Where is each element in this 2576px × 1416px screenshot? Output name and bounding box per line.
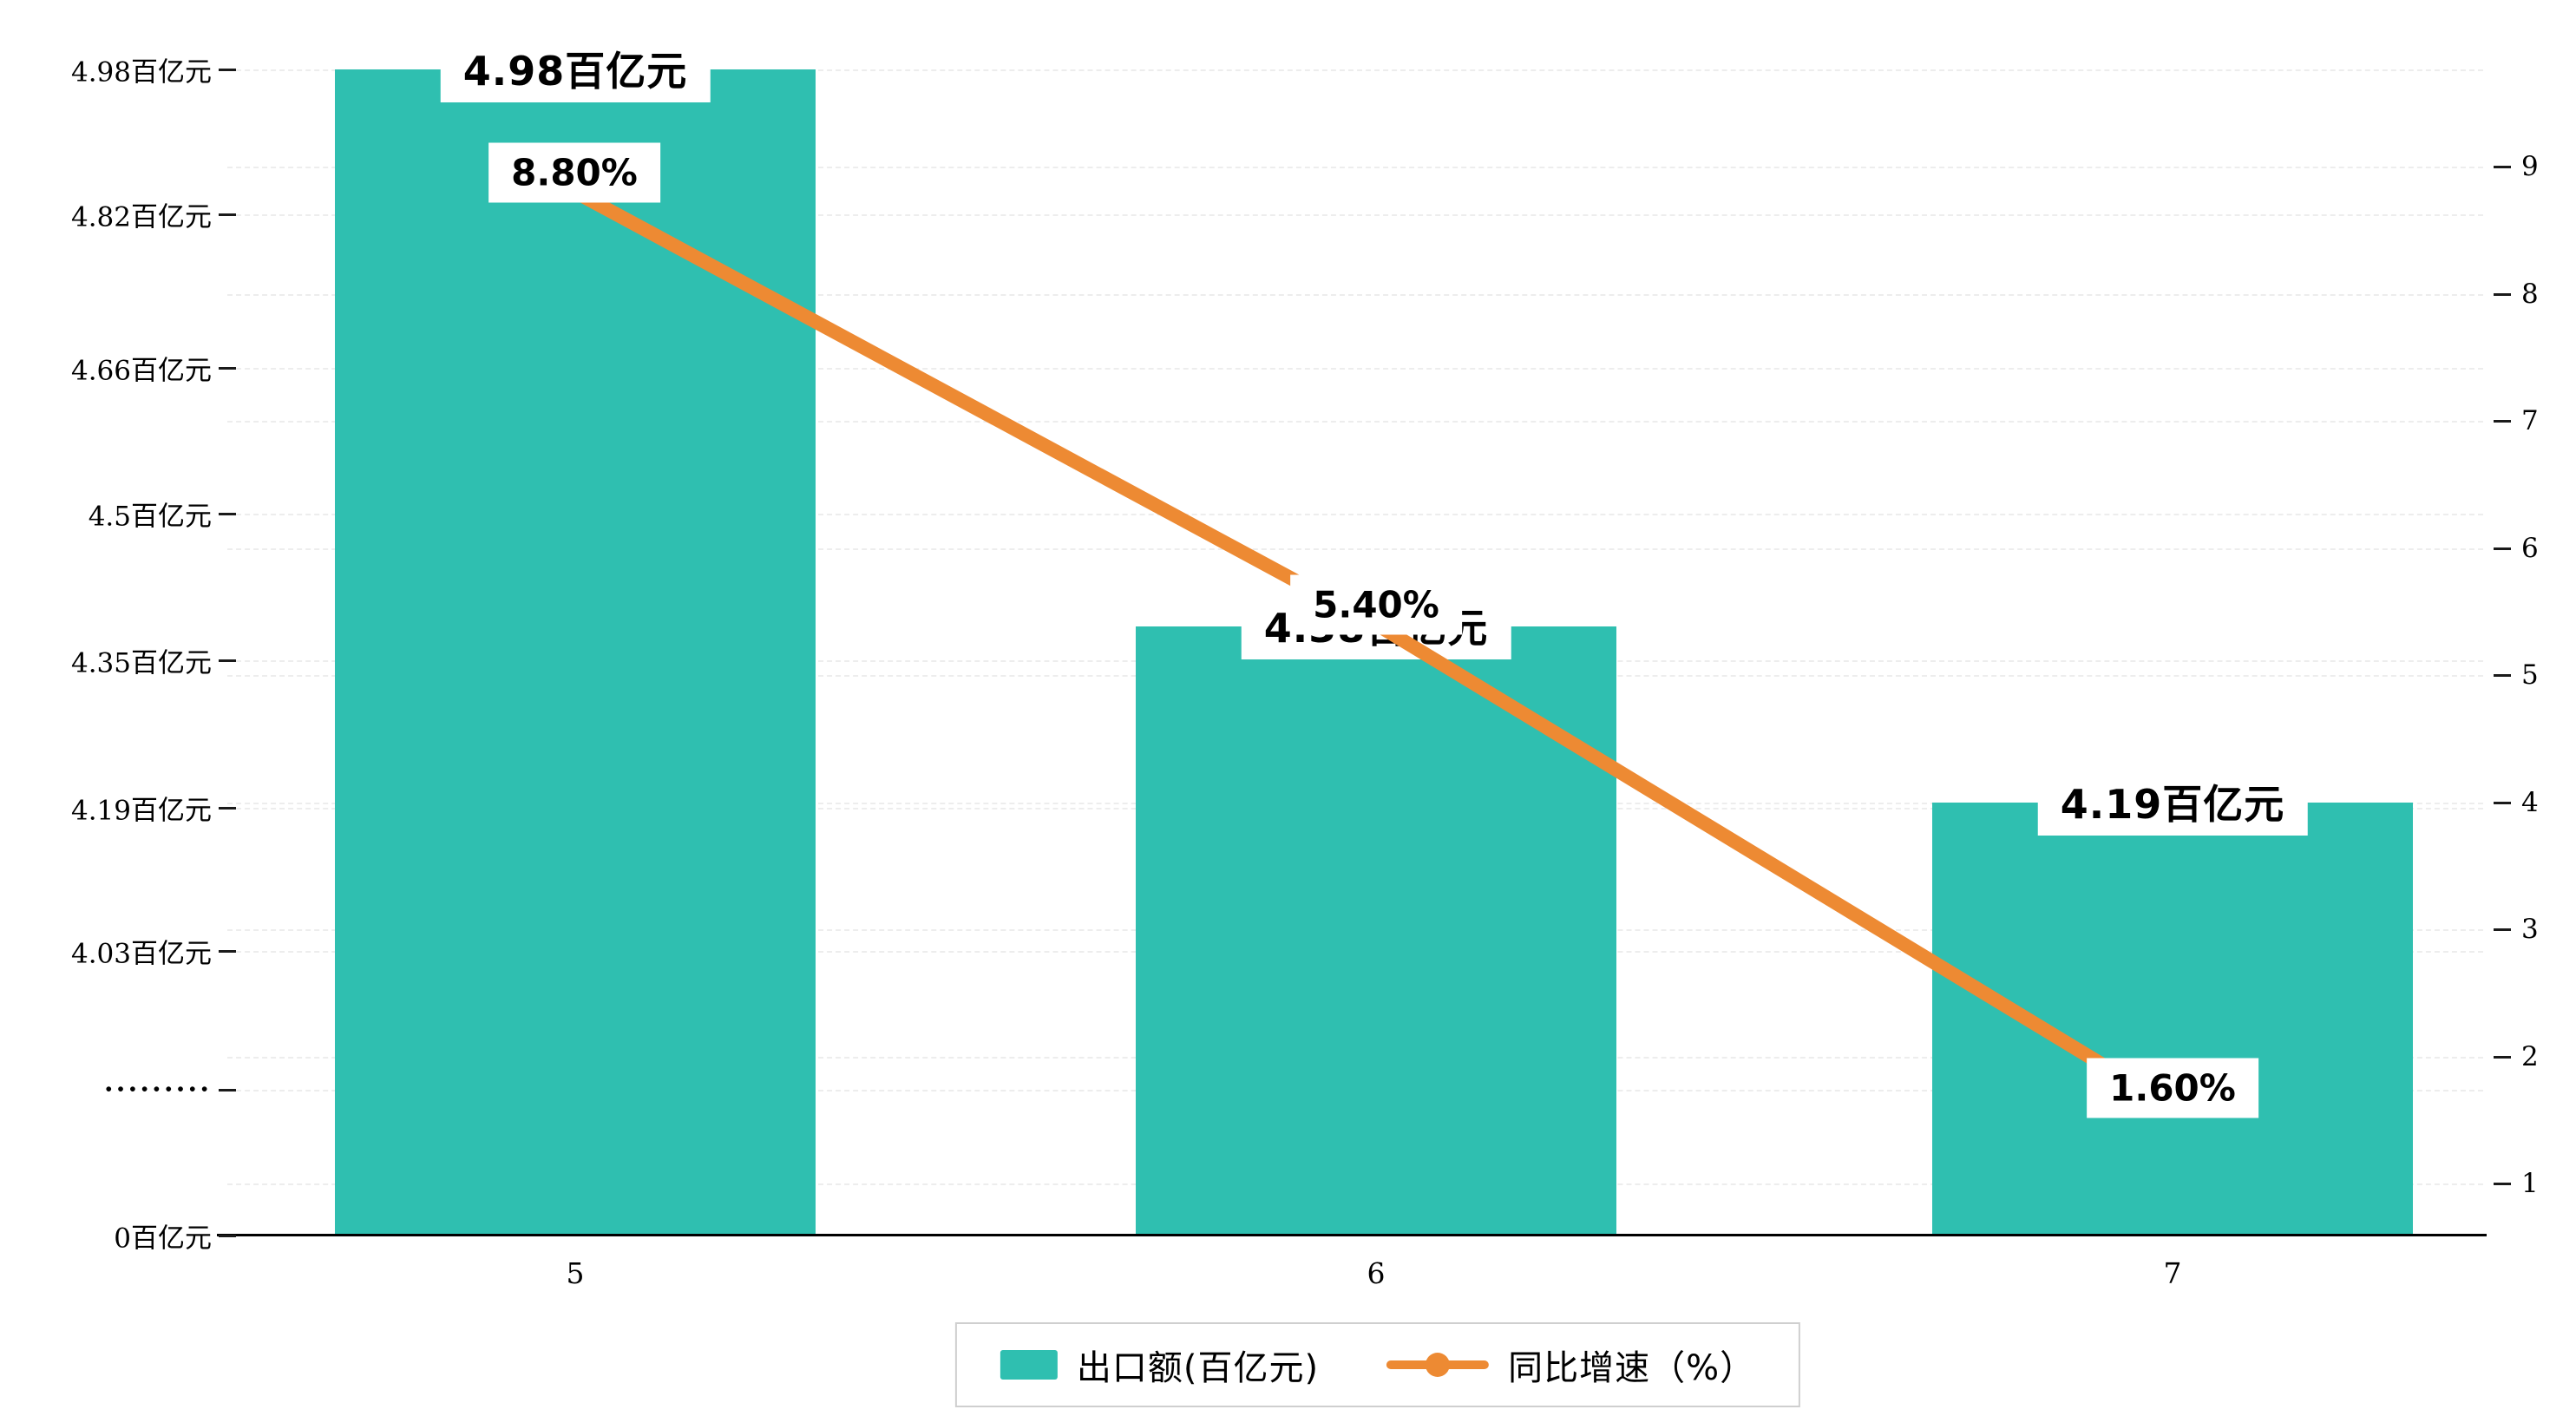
legend-line-marker: [1386, 1350, 1490, 1380]
right-axis-tick: [2494, 292, 2511, 296]
right-axis-tick-label: 8: [2521, 278, 2539, 310]
gridline: [227, 167, 2483, 168]
gridline: [227, 421, 2483, 423]
left-axis-tick: [219, 367, 236, 370]
right-axis-tick: [2494, 420, 2511, 423]
left-axis-tick-label: 4.98百亿元: [70, 56, 212, 88]
legend: 出口额(百亿元) 同比增速（%）: [954, 1322, 1801, 1407]
legend-label: 同比增速（%）: [1508, 1348, 1756, 1388]
left-axis-tick: [219, 1235, 236, 1237]
gridline: [227, 294, 2483, 296]
x-axis-line: [217, 1234, 2487, 1236]
x-axis-category-label: 6: [1367, 1256, 1386, 1290]
right-axis-tick-label: 9: [2521, 151, 2539, 182]
left-axis-tick-label: 4.82百亿元: [70, 201, 212, 233]
left-axis-tick: [219, 69, 236, 71]
gridline: [227, 548, 2483, 550]
legend-item-export[interactable]: 出口额(百亿元): [1000, 1340, 1319, 1390]
x-axis-category-label: 5: [566, 1256, 585, 1290]
right-axis-tick-label: 6: [2521, 532, 2539, 564]
right-axis-tick: [2494, 928, 2511, 931]
right-axis-tick-label: 5: [2521, 659, 2539, 691]
right-axis-tick: [2494, 801, 2511, 804]
growth-line: [568, 185, 2179, 1115]
right-axis-tick-label: 2: [2521, 1040, 2539, 1072]
left-axis-tick-label: 0百亿元: [114, 1223, 212, 1255]
right-axis-tick: [2494, 1183, 2511, 1185]
gridline: [227, 69, 2483, 71]
gridline: [227, 214, 2483, 216]
right-axis-tick-label: 4: [2521, 786, 2539, 818]
bar-value-label: 4.98百亿元: [440, 35, 711, 102]
gridline: [227, 368, 2483, 370]
growth-point-label: 8.80%: [488, 142, 660, 203]
right-axis-tick: [2494, 166, 2511, 168]
left-axis-tick-label: 4.19百亿元: [70, 795, 212, 827]
right-axis-tick-label: 7: [2521, 405, 2539, 436]
right-axis-tick-label: 1: [2521, 1168, 2539, 1199]
legend-label: 出口额(百亿元): [1076, 1348, 1320, 1388]
left-axis-tick-label: 4.66百亿元: [70, 355, 212, 387]
left-axis-tick-label: 4.5百亿元: [88, 501, 212, 533]
left-axis-tick-label: 4.03百亿元: [70, 938, 212, 970]
left-axis-tick: [219, 1089, 236, 1092]
left-axis-tick-label: ·········: [103, 1074, 212, 1105]
x-axis-category-label: 7: [2163, 1256, 2182, 1290]
left-axis-tick: [219, 659, 236, 662]
growth-point-label: 5.40%: [1290, 574, 1462, 635]
left-axis-tick: [219, 807, 236, 810]
legend-item-growth[interactable]: 同比增速（%）: [1386, 1340, 1755, 1390]
right-axis-tick: [2494, 674, 2511, 677]
left-axis-tick: [219, 950, 236, 953]
legend-bar-swatch: [1000, 1350, 1058, 1380]
export-bar: [335, 69, 816, 1236]
left-axis-tick-label: 4.35百亿元: [70, 647, 212, 679]
left-axis-tick: [219, 513, 236, 515]
right-axis-tick: [2494, 1055, 2511, 1059]
bar-value-label: 4.19百亿元: [2037, 767, 2308, 836]
gridline: [227, 514, 2483, 515]
right-axis-tick-label: 3: [2521, 914, 2539, 945]
export-bar: [1932, 802, 2413, 1236]
left-axis-tick: [219, 213, 236, 216]
right-axis-tick: [2494, 547, 2511, 550]
growth-point-label: 1.60%: [2087, 1058, 2258, 1118]
